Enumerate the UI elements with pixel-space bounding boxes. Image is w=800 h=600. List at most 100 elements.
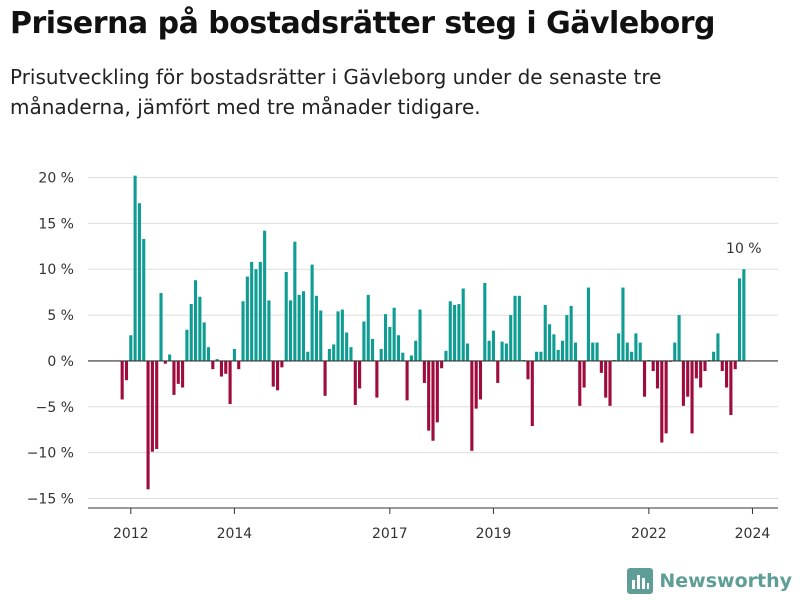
bar [353, 360, 357, 405]
bar [496, 360, 500, 383]
bar [677, 315, 681, 361]
bar [418, 309, 422, 361]
annotation-layer: 10 % [726, 241, 762, 257]
bar [336, 311, 340, 361]
x-tick-label: 2014 [217, 526, 253, 542]
bar [284, 271, 288, 361]
bar [288, 300, 293, 361]
bar [729, 360, 733, 416]
bar [569, 305, 573, 361]
bar [392, 307, 396, 361]
bar [293, 241, 297, 361]
bar [142, 238, 146, 361]
bar [215, 359, 219, 361]
x-tick-label: 2017 [372, 526, 408, 542]
y-tick-label: 0 % [47, 354, 74, 370]
y-tick-label: 5 % [47, 308, 74, 324]
bar [340, 309, 344, 361]
bar [617, 333, 621, 361]
bar [548, 324, 552, 361]
x-tick-label: 2022 [631, 526, 667, 542]
bar [703, 360, 707, 372]
bar [371, 338, 375, 361]
y-tick-label: 15 % [38, 216, 74, 232]
x-tick-label: 2012 [113, 526, 149, 542]
x-tick-label: 2019 [476, 526, 512, 542]
bar [625, 342, 629, 361]
bar [280, 360, 284, 368]
bar [440, 360, 444, 369]
bar [483, 282, 487, 361]
bars-layer [120, 175, 746, 490]
bar [444, 350, 448, 361]
bar [478, 360, 483, 400]
bar [699, 360, 703, 388]
bar [582, 360, 586, 388]
bar [414, 340, 418, 361]
bar [573, 342, 578, 361]
x-axis: 2012 2014 2017 2019 2022 2024 [88, 507, 778, 542]
bar [267, 300, 271, 361]
bar [712, 351, 716, 361]
bar [159, 293, 163, 361]
bar [690, 360, 694, 434]
bar [120, 360, 124, 400]
bar [435, 360, 439, 423]
bar [375, 360, 379, 398]
bar [198, 296, 202, 361]
bar [306, 351, 310, 361]
bar [301, 291, 306, 361]
bar [681, 360, 685, 406]
bar [586, 287, 590, 361]
bar [448, 301, 452, 361]
bar [124, 360, 129, 381]
bar [237, 360, 241, 370]
bar [543, 304, 547, 361]
bar [345, 332, 349, 361]
data-label: 10 % [726, 241, 762, 257]
bar [465, 343, 470, 361]
bar [742, 269, 746, 361]
bar [388, 326, 392, 361]
bar [673, 342, 677, 361]
bar [660, 360, 664, 443]
bar [457, 304, 461, 361]
bar [539, 351, 543, 361]
bar [129, 335, 133, 361]
bar [621, 287, 625, 361]
bar [725, 360, 729, 388]
y-tick-label: −10 % [27, 446, 74, 462]
bar [556, 349, 560, 361]
bar [362, 321, 366, 361]
bar [314, 295, 318, 361]
bar [655, 360, 660, 389]
bar [608, 360, 612, 406]
page-subtitle: Prisutveckling för bostadsrätter i Gävle… [10, 65, 662, 119]
bar [453, 304, 457, 361]
y-tick-label: 20 % [38, 171, 74, 187]
bar [591, 342, 595, 361]
bar [396, 335, 401, 361]
bar [565, 315, 569, 361]
bar [211, 360, 215, 370]
bar [599, 360, 603, 373]
bar [332, 344, 336, 361]
bar-chart-icon [627, 568, 654, 594]
bar [224, 360, 228, 374]
bar [258, 261, 262, 361]
bar [310, 264, 314, 361]
bar [431, 360, 435, 441]
bar [189, 304, 193, 361]
bar [720, 360, 724, 372]
bar [150, 360, 154, 452]
y-tick-label: 10 % [38, 262, 74, 278]
bar [155, 360, 159, 449]
bar [642, 360, 647, 397]
x-tick-label: 2024 [735, 526, 771, 542]
bar [366, 294, 370, 361]
bar [552, 334, 556, 361]
bar [358, 360, 362, 389]
bar [297, 294, 301, 361]
bar [504, 343, 508, 361]
bar [535, 351, 539, 361]
